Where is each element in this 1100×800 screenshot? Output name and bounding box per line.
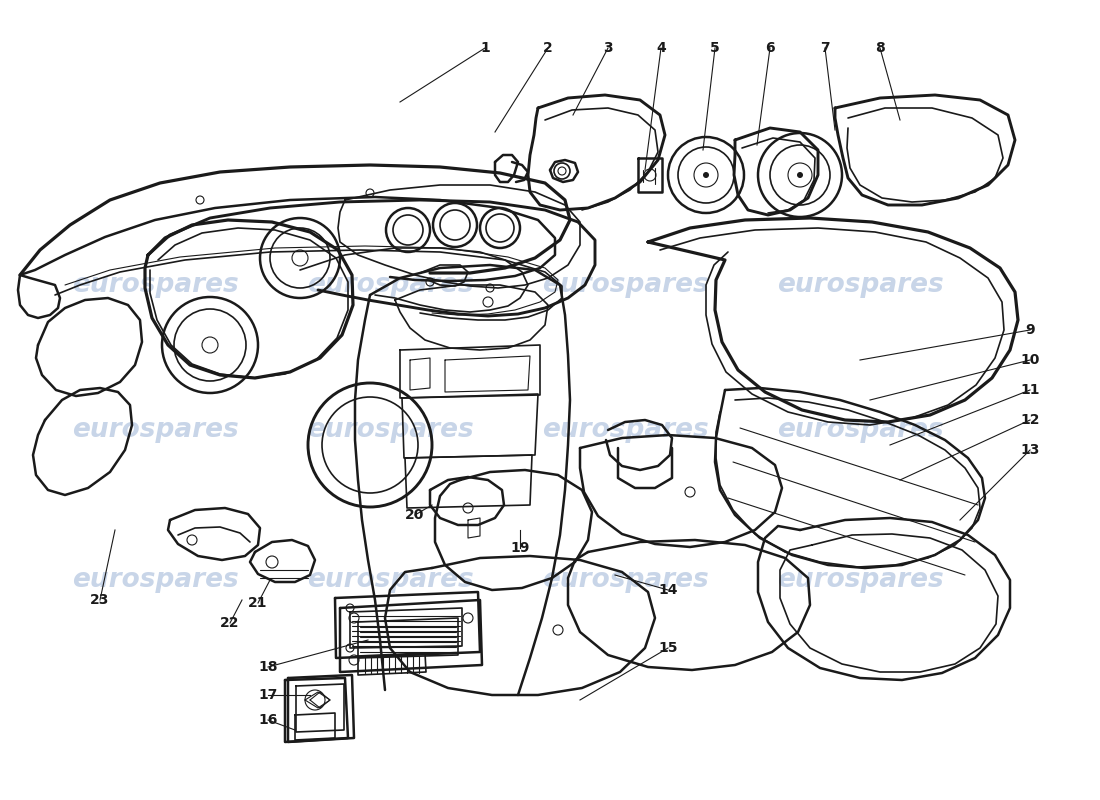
Text: 15: 15: [658, 641, 678, 655]
Text: 2: 2: [543, 41, 553, 55]
Text: 20: 20: [405, 508, 425, 522]
Text: eurospares: eurospares: [72, 567, 239, 593]
Text: 5: 5: [711, 41, 719, 55]
Text: 7: 7: [821, 41, 829, 55]
Text: eurospares: eurospares: [307, 567, 473, 593]
Text: 18: 18: [258, 660, 277, 674]
Text: 12: 12: [1021, 413, 1040, 427]
Text: eurospares: eurospares: [72, 272, 239, 298]
Text: 10: 10: [1021, 353, 1040, 367]
Text: 3: 3: [603, 41, 613, 55]
Text: eurospares: eurospares: [307, 272, 473, 298]
Circle shape: [798, 172, 803, 178]
Text: eurospares: eurospares: [541, 417, 708, 443]
Circle shape: [703, 172, 710, 178]
Text: eurospares: eurospares: [777, 417, 944, 443]
Text: 17: 17: [258, 688, 277, 702]
Text: eurospares: eurospares: [307, 417, 473, 443]
Text: 14: 14: [658, 583, 678, 597]
Text: 4: 4: [656, 41, 666, 55]
Text: 21: 21: [249, 596, 267, 610]
Text: 11: 11: [1021, 383, 1040, 397]
Text: 22: 22: [220, 616, 240, 630]
Text: eurospares: eurospares: [541, 272, 708, 298]
Text: eurospares: eurospares: [72, 417, 239, 443]
Text: 13: 13: [1021, 443, 1040, 457]
Text: eurospares: eurospares: [777, 567, 944, 593]
Text: 8: 8: [876, 41, 884, 55]
Text: 16: 16: [258, 713, 277, 727]
Text: eurospares: eurospares: [777, 272, 944, 298]
Text: 6: 6: [766, 41, 774, 55]
Text: 9: 9: [1025, 323, 1035, 337]
Text: 23: 23: [90, 593, 110, 607]
Text: 1: 1: [480, 41, 490, 55]
Text: eurospares: eurospares: [541, 567, 708, 593]
Text: 19: 19: [510, 541, 530, 555]
